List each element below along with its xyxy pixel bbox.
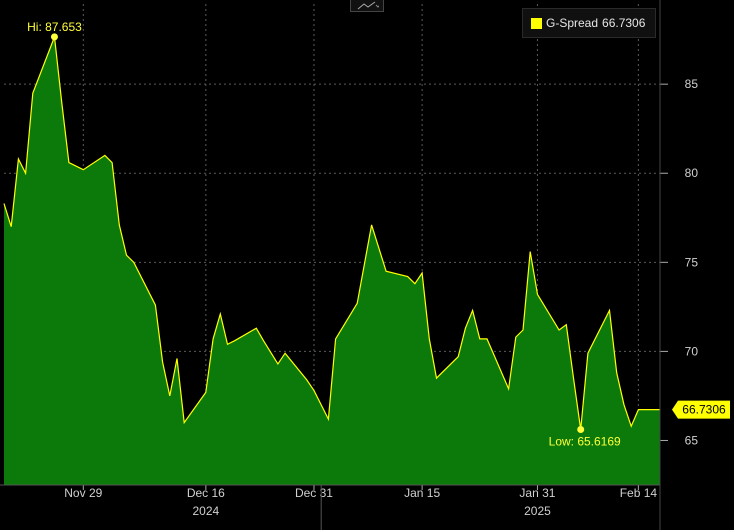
x-tick-label: Dec 31 <box>295 486 333 500</box>
last-value-tag <box>678 400 730 419</box>
y-tick-label: 65 <box>685 433 699 447</box>
chart-type-button[interactable] <box>350 0 384 12</box>
annotations: Hi: 87.653 Low: 65.6169 66.7306 <box>27 20 730 448</box>
legend-swatch <box>531 17 542 29</box>
y-tick-label: 70 <box>685 344 699 358</box>
x-tick-label: Jan 31 <box>519 486 555 500</box>
series-line-g-spread <box>3 36 660 430</box>
legend: G-Spread 66.7306 <box>522 8 657 38</box>
axes: 65 70 75 80 85 Nov 29 Dec 16 Dec 31 Jan 15 Jan 31… <box>0 0 698 530</box>
plot-area <box>3 36 660 486</box>
low-label: Low: 65.6169 <box>549 434 621 448</box>
last-value-label: 66.7306 <box>682 403 726 417</box>
y-tick-label: 85 <box>685 77 699 91</box>
y-tick-label: 80 <box>685 166 699 180</box>
legend-series-value: 66.7306 <box>602 16 646 30</box>
year-label: 2025 <box>524 504 551 518</box>
line-chart-icon <box>357 1 379 9</box>
x-tick-label: Jan 15 <box>404 486 440 500</box>
high-label: Hi: 87.653 <box>27 20 82 34</box>
x-tick-label: Feb 14 <box>620 486 658 500</box>
x-tick-label: Nov 29 <box>64 486 102 500</box>
last-value-pointer <box>672 400 678 419</box>
year-label: 2024 <box>192 504 219 518</box>
low-marker <box>577 425 585 433</box>
legend-series-name: G-Spread <box>546 16 599 30</box>
x-tick-label: Dec 16 <box>187 486 225 500</box>
y-tick-label: 75 <box>685 255 699 269</box>
series-area-g-spread <box>4 36 660 486</box>
high-marker <box>50 33 58 41</box>
